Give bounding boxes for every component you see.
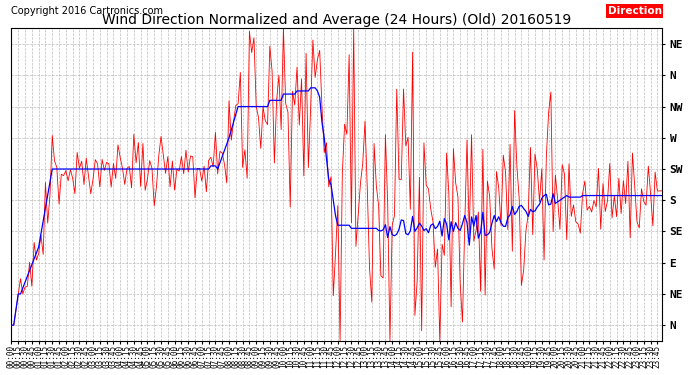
Text: Copyright 2016 Cartronics.com: Copyright 2016 Cartronics.com [12, 6, 164, 16]
Text: Median: Median [612, 6, 655, 16]
Title: Wind Direction Normalized and Average (24 Hours) (Old) 20160519: Wind Direction Normalized and Average (2… [102, 13, 571, 27]
Text: Direction: Direction [608, 6, 662, 16]
